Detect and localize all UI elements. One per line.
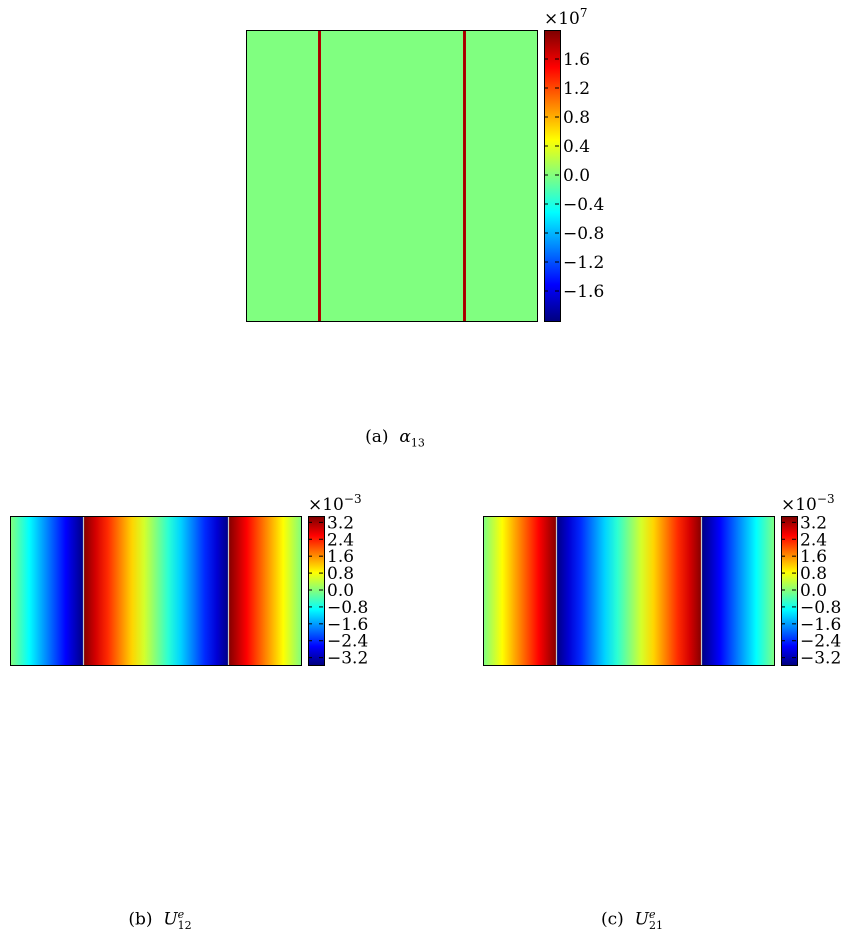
colorbar-gradient-b [309,517,324,665]
colorbar-tick-label-b-1: 2.4 [327,530,354,550]
colorbar-tick-label-c-7: −2.4 [800,632,841,652]
colorbar-tick-label-a-3: 0.4 [563,137,590,157]
colorbar-tick-label-a-0: 1.6 [563,50,590,70]
colorbar-multiplier-exponent-b: −3 [344,492,362,506]
caption-a-symbol: α [399,427,411,447]
colorbar-tick-label-c-4: 0.0 [800,581,827,601]
colorbar-tick-label-b-8: −3.2 [327,649,368,669]
colorbar-U21e [781,516,798,666]
heatmap-canvas-a [247,31,537,321]
heatmap-canvas-c [484,517,774,665]
colorbar-multiplier-b: ×10−3 [308,492,362,515]
colorbar-tick-label-c-2: 1.6 [800,547,827,567]
colorbar-axis-U12e: ×10−33.22.41.60.80.0−0.8−1.6−2.4−3.2 [308,492,368,669]
colorbar-multiplier-exponent-a: 7 [580,6,588,20]
caption-c-symbol: U [634,909,649,930]
colorbar-multiplier-a: ×107 [544,6,588,29]
colorbar-multiplier-base-c: ×10 [781,495,817,515]
caption-b-symbol: U [163,909,178,930]
colorbar-tick-label-a-5: −0.4 [563,195,604,215]
colorbar-gradient-a [545,31,560,321]
colorbar-tick-label-a-6: −0.8 [563,224,604,244]
colorbar-tick-label-a-4: 0.0 [563,166,590,186]
caption-a-prefix: (a) [365,427,389,447]
colorbar-fill-a [545,31,560,321]
colorbar-tick-label-c-8: −3.2 [800,649,841,669]
colorbar-tick-label-c-3: 0.8 [800,564,827,584]
colorbar-tick-label-b-3: 0.8 [327,564,354,584]
colorbar-tick-label-a-1: 1.2 [563,79,590,99]
caption-c-subscript: 21 [648,919,663,932]
caption-b-prefix: (b) [128,909,153,930]
heatmap-segment-b-2 [83,517,229,665]
colorbar-multiplier-base-b: ×10 [308,495,344,515]
caption-b-subscript: 12 [177,919,192,932]
caption-b-superscript: e [177,908,185,921]
heatmap-canvas-b [11,517,301,665]
colorbar-tick-label-a-8: −1.6 [563,282,604,302]
heatmap-segment-b-0 [11,517,84,665]
colorbar-tick-label-b-2: 1.6 [327,547,354,567]
colorbar-tick-label-b-7: −2.4 [327,632,368,652]
caption-c-superscript: e [648,908,656,921]
caption-a-subscript: 13 [410,436,425,450]
colorbar-U12e [308,516,325,666]
heatmap-alpha13 [246,30,538,322]
colorbar-tick-label-b-5: −0.8 [327,598,368,618]
colorbar-gradient-c [782,517,797,665]
heatmap-segment-c-2 [556,517,702,665]
colorbar-fill-c [782,517,797,665]
colorbar-tick-label-b-0: 3.2 [327,513,354,533]
colorbar-alpha13 [544,30,561,322]
heatmap-segment-b-4 [228,517,301,665]
colorbar-fill-b [309,517,324,665]
heatmap-segment-c-4 [701,517,774,665]
heatmap-U12e [10,516,302,666]
heatmap-background-a [247,31,537,321]
caption-c-prefix: (c) [601,909,624,930]
colorbar-tick-label-c-5: −0.8 [800,598,841,618]
colorbar-tick-label-a-2: 0.8 [563,108,590,128]
colorbar-multiplier-base-a: ×10 [544,9,580,29]
colorbar-tick-label-c-6: −1.6 [800,615,841,635]
caption-a: (a) α13 [365,427,425,449]
colorbar-tick-label-b-4: 0.0 [327,581,354,601]
colorbar-tick-label-b-6: −1.6 [327,615,368,635]
colorbar-tick-label-c-1: 2.4 [800,530,827,550]
colorbar-multiplier-c: ×10−3 [781,492,835,515]
colorbar-tick-label-c-0: 3.2 [800,513,827,533]
heatmap-U21e [483,516,775,666]
colorbar-axis-alpha13: ×107 1.6 1.2 0.8 0.4 0.0 −0.4 −0.8 −1.2 −1.6 [544,6,604,302]
colorbar-axis-U21e: ×10−33.22.41.60.80.0−0.8−1.6−2.4−3.2 [781,492,841,669]
heatmap-segment-c-0 [484,517,557,665]
colorbar-multiplier-exponent-c: −3 [817,492,835,506]
colorbar-tick-label-a-7: −1.2 [563,253,604,273]
